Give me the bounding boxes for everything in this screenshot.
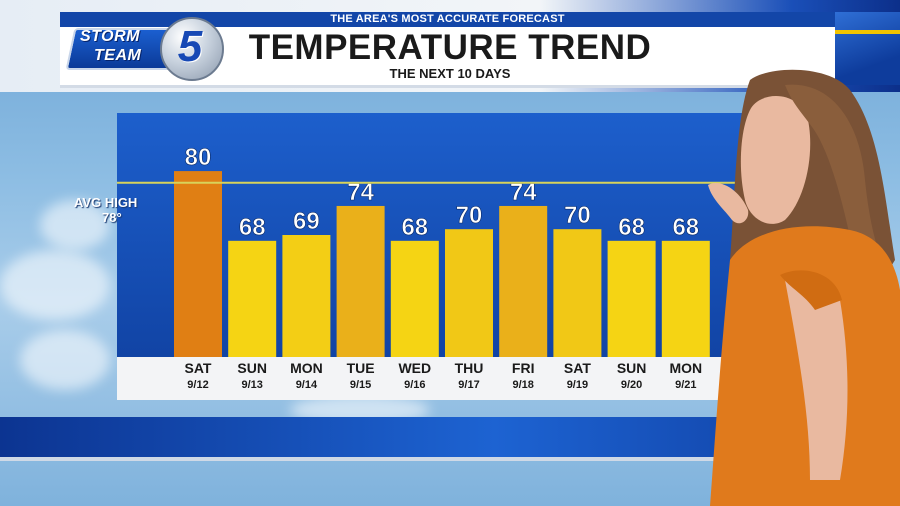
tagline: THE AREA'S MOST ACCURATE FORECAST xyxy=(60,12,835,27)
day-label: SAT xyxy=(185,360,212,376)
day-label: MON xyxy=(290,360,323,376)
presenter xyxy=(708,69,900,506)
bar-value-label: 68 xyxy=(401,214,428,241)
date-label: 9/21 xyxy=(675,379,696,391)
bar xyxy=(336,205,385,357)
header-accent xyxy=(835,12,900,85)
bar xyxy=(607,240,656,357)
date-label: 9/16 xyxy=(404,379,425,391)
bar xyxy=(661,240,710,357)
day-label: MON xyxy=(669,360,702,376)
bar xyxy=(499,205,548,357)
date-label: 9/17 xyxy=(458,379,479,391)
bar-value-label: 68 xyxy=(672,214,699,241)
presenter-face xyxy=(740,96,811,224)
cloud xyxy=(0,250,110,320)
day-label: THU xyxy=(455,360,484,376)
day-label: WED xyxy=(398,360,431,376)
day-label: SUN xyxy=(617,360,647,376)
date-label: 9/15 xyxy=(350,379,371,391)
date-label: 9/12 xyxy=(187,379,208,391)
bar xyxy=(445,229,493,357)
bar-value-label: 70 xyxy=(564,202,591,229)
avg-high-value: 78° xyxy=(102,210,122,225)
avg-high-text: AVG HIGH xyxy=(74,195,138,210)
date-label: 9/13 xyxy=(241,379,262,391)
bar xyxy=(174,171,222,357)
date-label: 9/14 xyxy=(296,379,318,391)
chart-label-strip xyxy=(117,357,770,400)
avg-high-label: AVG HIGH 78° xyxy=(74,195,164,225)
presenter-sleeve xyxy=(780,270,842,310)
cloud xyxy=(20,330,110,390)
bar-value-label: 68 xyxy=(618,214,645,241)
logo-number: 5 xyxy=(177,22,203,71)
bar xyxy=(390,240,439,357)
bar-value-label: 80 xyxy=(185,144,212,171)
date-label: 9/18 xyxy=(512,379,533,391)
header-accent-stripe xyxy=(835,30,900,34)
logo-circle xyxy=(160,17,224,81)
chart-panel xyxy=(117,113,770,399)
cloud xyxy=(40,200,110,250)
bar xyxy=(228,240,277,357)
page-subtitle: THE NEXT 10 DAYS xyxy=(389,66,511,81)
bar-value-label: 69 xyxy=(293,208,320,235)
bottom-divider xyxy=(0,457,900,461)
station-logo: STORM TEAM 5 xyxy=(65,15,224,81)
logo-storm-text: STORM xyxy=(80,28,140,45)
day-label: FRI xyxy=(512,360,535,376)
day-label: SUN xyxy=(237,360,267,376)
logo-team-text: TEAM xyxy=(94,47,142,64)
presenter-hand xyxy=(708,182,749,224)
page-title: TEMPERATURE TREND xyxy=(248,28,652,67)
bar xyxy=(553,229,602,357)
day-label: TUE xyxy=(347,360,375,376)
bar-value-label: 68 xyxy=(239,214,266,241)
bar xyxy=(282,235,331,357)
presenter-arm xyxy=(785,275,848,480)
date-label: 9/20 xyxy=(621,379,642,391)
bar-value-label: 70 xyxy=(456,202,483,229)
presenter-hair-front xyxy=(785,84,890,280)
day-label: SAT xyxy=(564,360,591,376)
date-label: 9/19 xyxy=(567,379,588,391)
